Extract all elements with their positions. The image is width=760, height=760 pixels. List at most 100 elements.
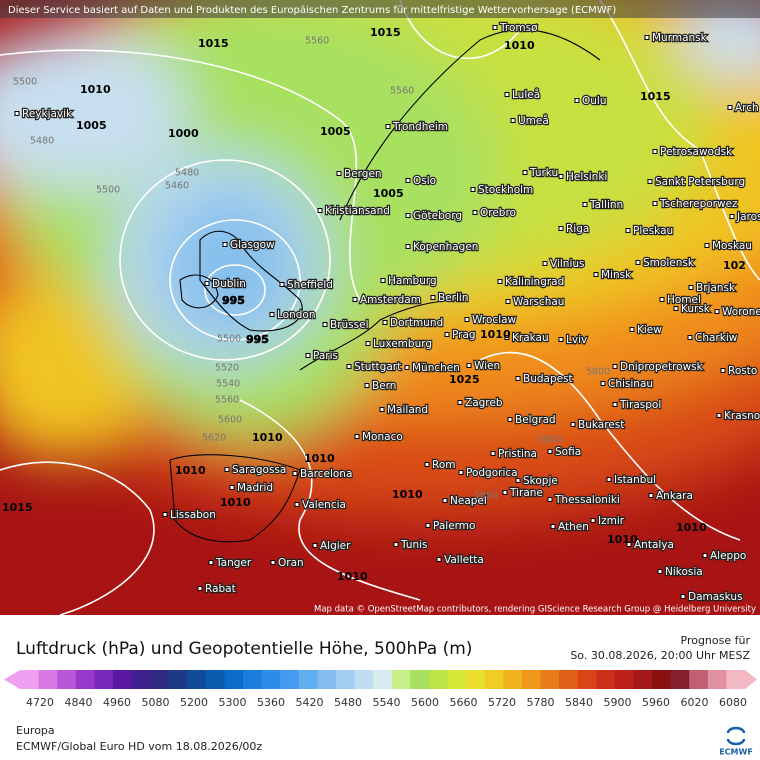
city-label: Trondheim xyxy=(392,121,448,133)
city-marker xyxy=(507,417,513,422)
city-label: Rosto xyxy=(728,365,757,377)
color-step xyxy=(298,670,318,689)
colorbar-tick-label: 5720 xyxy=(488,696,516,709)
attribution: Map data © OpenStreetMap contributors, r… xyxy=(314,605,756,615)
city-marker xyxy=(492,25,498,30)
color-step xyxy=(447,670,467,689)
colorbar: 4720 4840 4960 5080 5200 5300 5360 5420 5480 5540… xyxy=(4,670,757,709)
city-marker xyxy=(688,285,694,290)
city-marker xyxy=(510,118,516,123)
height-label: 5840 xyxy=(538,435,562,446)
colorbar-tick-label: 4840 xyxy=(65,696,93,709)
city-marker xyxy=(208,560,214,565)
pressure-label: 1010 xyxy=(337,570,368,583)
city-label: Luleå xyxy=(512,88,540,101)
pressure-label: 1010 xyxy=(607,533,638,546)
city-marker xyxy=(647,179,653,184)
city-marker xyxy=(635,260,641,265)
city-label: Algier xyxy=(320,540,351,552)
height-label: 5800 xyxy=(586,367,610,378)
pressure-label: 1005 xyxy=(320,125,351,138)
colorbar-tick-label: 5200 xyxy=(180,696,208,709)
city-label: Madrid xyxy=(237,482,273,494)
city-label: Krasno xyxy=(724,410,760,422)
city-label: Murmansk xyxy=(652,32,708,44)
city-marker xyxy=(346,364,352,369)
color-step xyxy=(521,670,542,689)
city-marker xyxy=(547,497,553,502)
city-marker xyxy=(466,363,472,368)
city-marker xyxy=(490,451,496,456)
city-label: Kaliningrad xyxy=(505,276,564,288)
city-marker xyxy=(472,210,478,215)
city-marker xyxy=(279,282,285,287)
logo-mark xyxy=(726,726,746,746)
height-label: 5500 xyxy=(13,77,37,88)
city-label: Oran xyxy=(278,557,304,569)
city-marker xyxy=(379,407,385,412)
city-marker xyxy=(204,281,210,286)
city-label: Wien xyxy=(474,360,500,372)
pressure-label: 1010 xyxy=(504,39,535,52)
city-label: Stockholm xyxy=(478,184,533,196)
pressure-label: 1015 xyxy=(640,90,671,103)
colorbar-tick-label: 5900 xyxy=(604,696,632,709)
city-marker xyxy=(292,471,298,476)
city-label: Rom xyxy=(432,459,455,471)
city-label: Brjansk xyxy=(696,282,736,294)
city-label: Chisinau xyxy=(608,378,653,390)
city-marker xyxy=(626,542,632,547)
colorbar-tick-label: 5600 xyxy=(411,696,439,709)
color-step xyxy=(559,670,579,689)
city-marker xyxy=(312,543,318,548)
city-marker xyxy=(393,542,399,547)
city-marker xyxy=(606,477,612,482)
colorbar-tick-label: 4960 xyxy=(103,696,131,709)
city-marker xyxy=(590,518,596,523)
city-marker xyxy=(504,92,510,97)
height-label: 5500 xyxy=(217,334,241,345)
height-label: 5620 xyxy=(202,433,226,444)
city-marker xyxy=(657,569,663,574)
colorbar-tick-label: 6020 xyxy=(681,696,709,709)
color-step xyxy=(614,670,634,689)
height-label: 5500 xyxy=(96,185,120,196)
city-label: Riga xyxy=(566,223,589,235)
color-step xyxy=(261,670,281,689)
city-marker xyxy=(425,523,431,528)
city-label: Valletta xyxy=(444,554,484,566)
color-step xyxy=(243,670,263,689)
city-label: Minsk xyxy=(601,269,632,281)
city-marker xyxy=(612,364,618,369)
city-label: Sankt Petersburg xyxy=(655,176,745,188)
pressure-label: 1015 xyxy=(2,501,33,514)
notice: Dieser Service basiert auf Daten und Pro… xyxy=(8,5,616,16)
city-marker xyxy=(687,335,693,340)
height-label: 5560 xyxy=(390,86,414,97)
city-label: Brüssel xyxy=(330,319,369,331)
color-step xyxy=(373,670,393,689)
city-label: Vilnius xyxy=(550,258,584,270)
city-marker xyxy=(702,553,708,558)
city-marker xyxy=(714,309,720,314)
city-marker xyxy=(542,261,548,266)
city-label: Antalya xyxy=(634,539,674,551)
city-label: Hamburg xyxy=(388,275,437,287)
city-label: Tallinn xyxy=(589,199,623,211)
city-marker xyxy=(197,586,203,591)
city-marker xyxy=(364,383,370,388)
city-marker xyxy=(442,498,448,503)
city-marker xyxy=(458,470,464,475)
city-label: Palermo xyxy=(433,520,475,532)
pressure-label: 1010 xyxy=(80,83,111,96)
city-label: Zagreb xyxy=(465,397,503,409)
pressure-label: 1010 xyxy=(252,431,283,444)
city-marker xyxy=(224,467,230,472)
city-marker xyxy=(497,279,503,284)
color-step xyxy=(484,670,504,689)
source: ECMWF/Global Euro HD vom 18.08.2026/00z xyxy=(16,740,262,753)
city-label: Kopenhagen xyxy=(413,241,478,253)
colorbar-tick-label: 5660 xyxy=(450,696,478,709)
city-marker xyxy=(502,490,508,495)
city-label: Tiraspol xyxy=(619,399,661,411)
